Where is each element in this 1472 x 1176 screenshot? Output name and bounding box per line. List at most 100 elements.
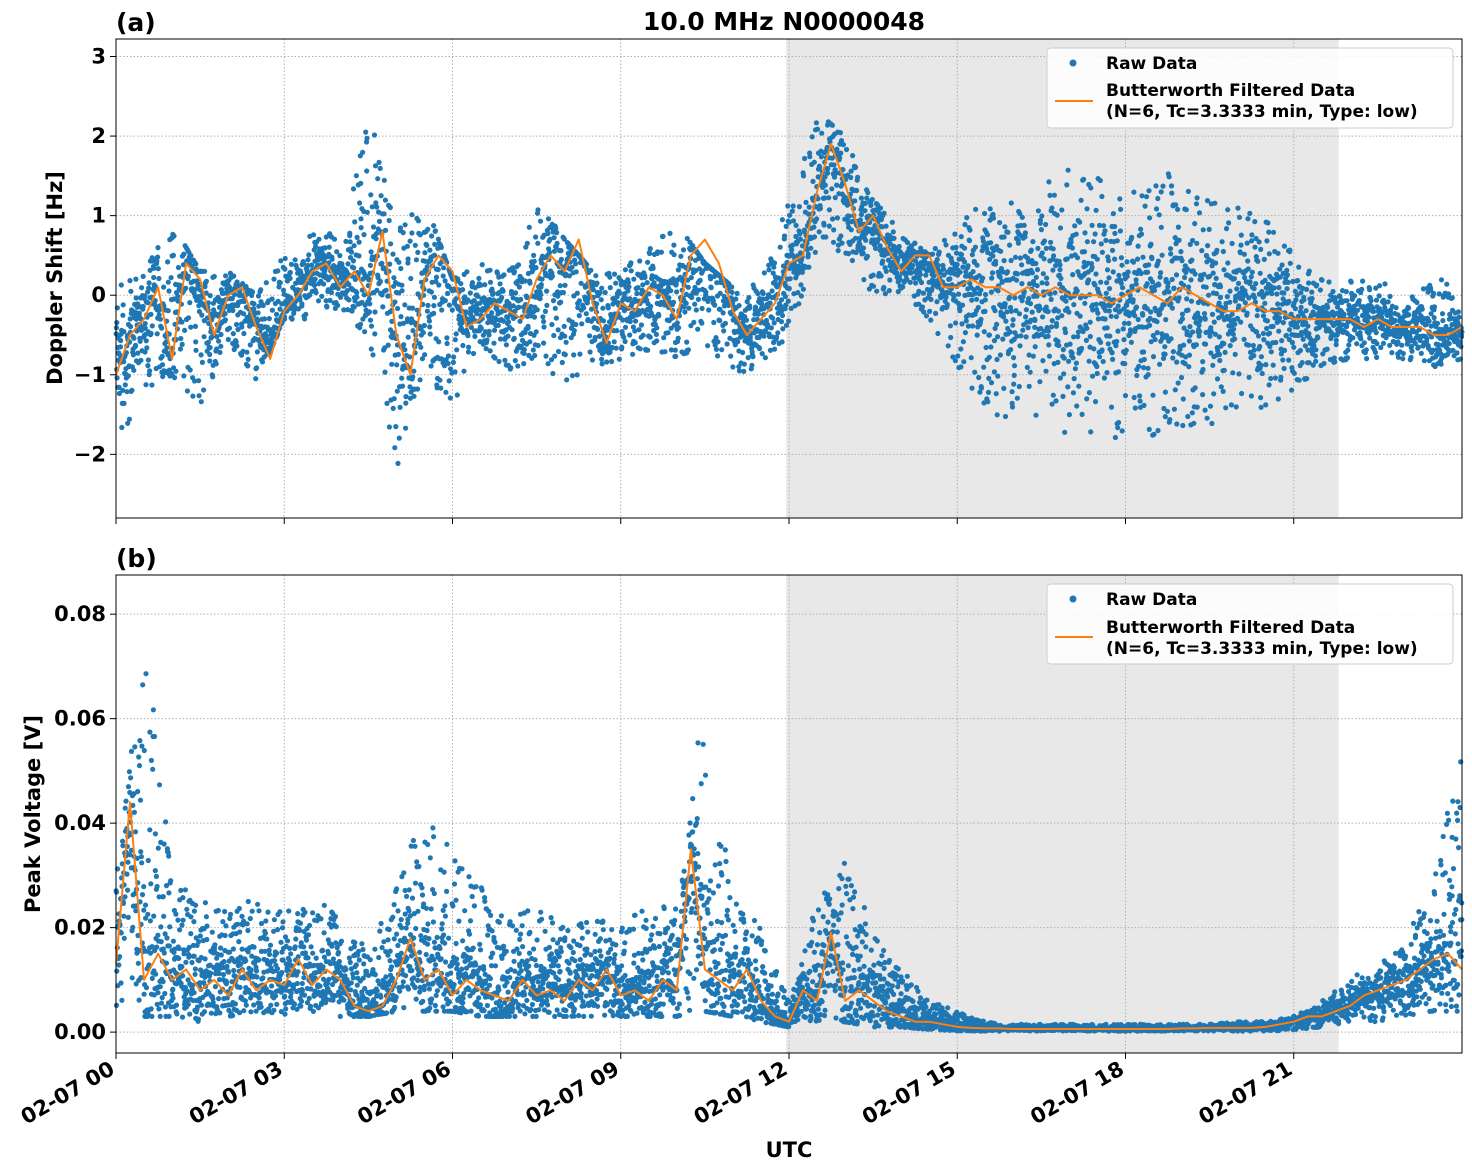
panel-a-raw-point <box>573 261 578 266</box>
panel-a-raw-point <box>1321 361 1326 366</box>
panel-a-raw-point <box>443 278 448 283</box>
panel-a-raw-point <box>199 352 204 357</box>
panel-a-raw-point <box>1065 256 1070 261</box>
panel-a-raw-point <box>1299 305 1304 310</box>
panel-a-raw-point <box>1263 402 1268 407</box>
panel-a-raw-point <box>607 275 612 280</box>
panel-a-raw-point <box>202 269 207 274</box>
panel-a-raw-point <box>1243 300 1248 305</box>
panel-a-raw-point <box>533 265 538 270</box>
panel-a-raw-point <box>881 285 886 290</box>
panel-a-raw-point <box>1042 256 1047 261</box>
panel-a-raw-point <box>1282 348 1287 353</box>
panel-a-raw-point <box>400 384 405 389</box>
panel-a-raw-point <box>1003 301 1008 306</box>
panel-a-raw-point <box>1070 355 1075 360</box>
panel-a-raw-point <box>852 198 857 203</box>
panel-a-raw-point <box>1098 178 1103 183</box>
panel-a-raw-point <box>1070 245 1075 250</box>
panel-a-raw-point <box>144 338 149 343</box>
panel-a-raw-point <box>1364 356 1369 361</box>
panel-a-raw-point <box>496 359 501 364</box>
panel-a-raw-point <box>1228 343 1233 348</box>
panel-a-raw-point <box>1082 230 1087 235</box>
panel-a-raw-point <box>818 206 823 211</box>
panel-a-raw-point <box>807 205 812 210</box>
panel-a-raw-point <box>1163 414 1168 419</box>
panel-a-raw-point <box>801 287 806 292</box>
panel-a-raw-point <box>1012 363 1017 368</box>
panel-a-raw-point <box>1211 271 1216 276</box>
panel-a-raw-point <box>730 364 735 369</box>
panel-a-raw-point <box>143 382 148 387</box>
panel-a-raw-point <box>772 347 777 352</box>
panel-a-raw-point <box>1147 427 1152 432</box>
panel-a-raw-point <box>362 329 367 334</box>
panel-a-raw-point <box>358 181 363 186</box>
panel-a-raw-point <box>1198 316 1203 321</box>
panel-a-raw-point <box>969 298 974 303</box>
panel-a-raw-point <box>443 390 448 395</box>
panel-a-raw-point <box>913 280 918 285</box>
panel-a-raw-point <box>182 328 187 333</box>
panel-a-raw-point <box>967 238 972 243</box>
panel-a-raw-point <box>1112 257 1117 262</box>
panel-a-raw-point <box>1234 404 1239 409</box>
panel-a-raw-point <box>1252 245 1257 250</box>
panel-a-raw-point <box>1374 298 1379 303</box>
panel-a-raw-point <box>127 278 132 283</box>
panel-a-raw-point <box>1332 359 1337 364</box>
panel-a-raw-point <box>1059 313 1064 318</box>
panel-a-raw-point <box>763 355 768 360</box>
panel-a-raw-point <box>352 243 357 248</box>
panel-a-raw-point <box>1106 341 1111 346</box>
panel-a-raw-point <box>193 339 198 344</box>
panel-a-raw-point <box>1030 239 1035 244</box>
panel-a-raw-point <box>1223 405 1228 410</box>
panel-a-raw-point <box>149 331 154 336</box>
panel-a-raw-point <box>427 248 432 253</box>
panel-a-raw-point <box>1074 403 1079 408</box>
panel-a-raw-point <box>381 211 386 216</box>
panel-a-raw-point <box>785 203 790 208</box>
panel-a-raw-point <box>1263 362 1268 367</box>
panel-a-raw-point <box>1121 337 1126 342</box>
panel-a-raw-point <box>355 235 360 240</box>
panel-a-raw-point <box>329 290 334 295</box>
panel-a-raw-point <box>671 243 676 248</box>
panel-a-raw-point <box>1234 286 1239 291</box>
panel-a-raw-point <box>825 166 830 171</box>
panel-a-raw-point <box>1154 206 1159 211</box>
panel-a-raw-point <box>1188 277 1193 282</box>
panel-a-raw-point <box>552 235 557 240</box>
panel-a-raw-point <box>453 369 458 374</box>
panel-a-raw-point <box>952 232 957 237</box>
panel-a-raw-point <box>681 247 686 252</box>
panel-a-raw-point <box>593 335 598 340</box>
panel-a-raw-point <box>1261 337 1266 342</box>
panel-a-raw-point <box>138 339 143 344</box>
panel-a-raw-point <box>1206 293 1211 298</box>
panel-a-raw-point <box>1174 421 1179 426</box>
panel-a-raw-point <box>954 245 959 250</box>
panel-a-raw-point <box>337 253 342 258</box>
panel-a-raw-point <box>876 237 881 242</box>
panel-a-raw-point <box>599 357 604 362</box>
panel-a-raw-point <box>1134 305 1139 310</box>
panel-a-raw-point <box>551 333 556 338</box>
panel-a-raw-point <box>599 286 604 291</box>
panel-a-raw-point <box>454 331 459 336</box>
panel-a-raw-point <box>992 308 997 313</box>
panel-a-raw-point <box>490 290 495 295</box>
panel-a-raw-point <box>1170 306 1175 311</box>
panel-a-raw-point <box>988 206 993 211</box>
panel-a-raw-point <box>114 320 119 325</box>
panel-a-raw-point <box>1149 256 1154 261</box>
panel-a-raw-point <box>642 275 647 280</box>
panel-a-raw-point <box>698 278 703 283</box>
panel-a-raw-point <box>536 343 541 348</box>
panel-a-raw-point <box>1132 395 1137 400</box>
panel-a-raw-point <box>1393 318 1398 323</box>
panel-a-raw-point <box>447 303 452 308</box>
panel-a-raw-point <box>1155 330 1160 335</box>
